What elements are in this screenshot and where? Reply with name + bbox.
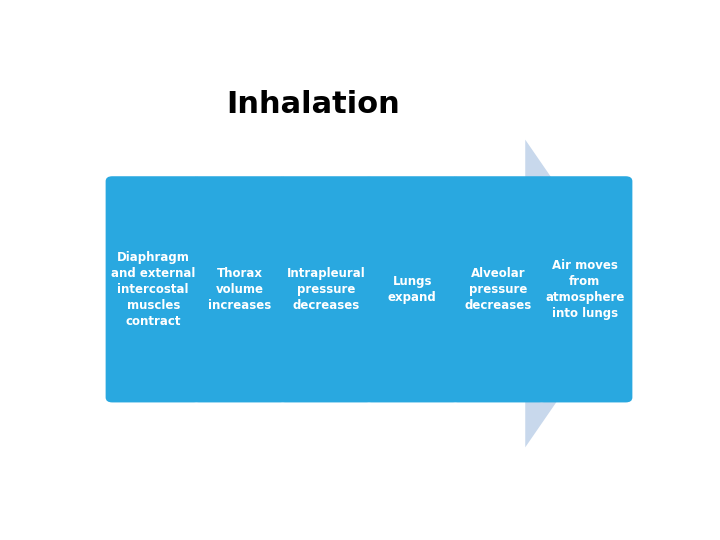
- Text: Air moves
from
atmosphere
into lungs: Air moves from atmosphere into lungs: [545, 259, 624, 320]
- FancyBboxPatch shape: [364, 176, 460, 402]
- Text: Diaphragm
and external
intercostal
muscles
contract: Diaphragm and external intercostal muscl…: [111, 251, 195, 328]
- Text: Alveolar
pressure
decreases: Alveolar pressure decreases: [465, 267, 532, 312]
- Text: Thorax
volume
increases: Thorax volume increases: [208, 267, 271, 312]
- FancyBboxPatch shape: [451, 176, 546, 402]
- Text: Lungs
expand: Lungs expand: [388, 275, 436, 304]
- FancyBboxPatch shape: [537, 176, 632, 402]
- Polygon shape: [112, 140, 631, 447]
- FancyBboxPatch shape: [192, 176, 287, 402]
- Text: Inhalation: Inhalation: [226, 90, 400, 119]
- FancyBboxPatch shape: [278, 176, 374, 402]
- Text: Intrapleural
pressure
decreases: Intrapleural pressure decreases: [287, 267, 365, 312]
- FancyBboxPatch shape: [106, 176, 201, 402]
